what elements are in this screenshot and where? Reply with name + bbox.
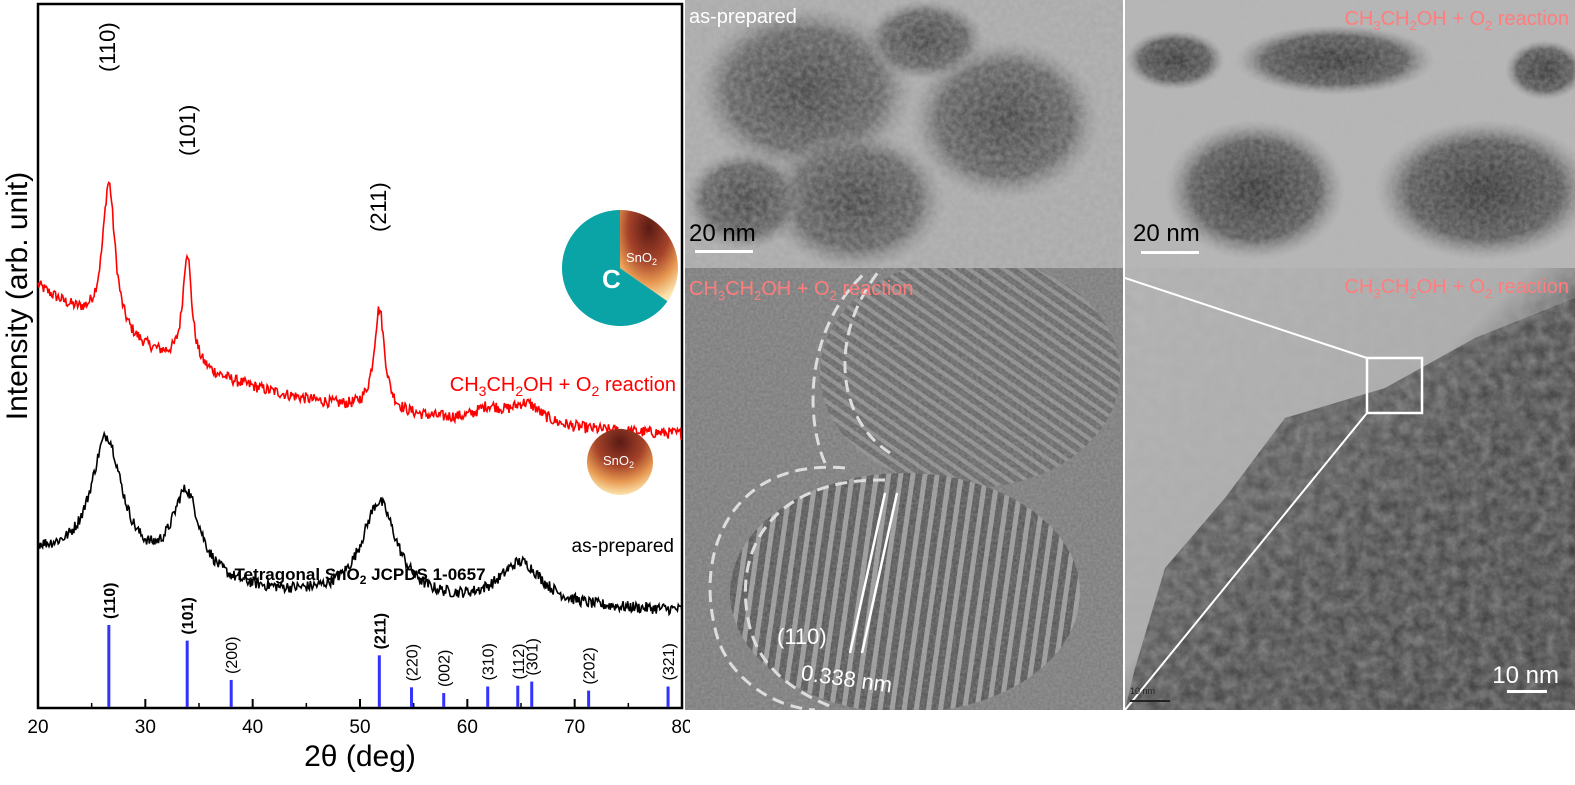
reference-label: (112) <box>511 644 528 680</box>
series-label-reaction: CH3CH2OH + O2 reaction <box>450 374 676 399</box>
xrd-chart: 20 30 40 50 60 70 80 2θ (deg) Intensity (arb. un… <box>1 2 690 773</box>
reference-label: (220) <box>405 644 422 681</box>
tem-panel-as-prepared: as-prepared 20 nm <box>685 0 1123 268</box>
reference-label: (200) <box>224 637 241 674</box>
x-tick-label: 60 <box>457 717 478 738</box>
series-label-as-prepared: as-prepared <box>572 536 674 557</box>
carbon-sno2-pie-icon: C SnO2 <box>562 210 678 326</box>
reference-label: (101) <box>180 597 197 634</box>
peak-label: (101) <box>175 105 200 156</box>
sno2-ball <box>587 429 653 495</box>
lattice-plane-label: (110) <box>777 624 827 649</box>
series-line-reaction <box>37 181 683 441</box>
x-tick-label: 40 <box>242 717 263 738</box>
scale-bar-label-tiny: 10 nm <box>1130 686 1156 696</box>
tem-image-reaction-low <box>1125 0 1575 268</box>
tem-image-hrtem <box>685 268 1123 710</box>
reference-title: Tetragonal SnO2 JCPDS 1-0657 <box>234 565 485 587</box>
scale-bar-20nm <box>695 250 753 253</box>
peak-label: (110) <box>95 22 120 72</box>
sno2-wedge <box>620 210 678 302</box>
x-axis-label: 2θ (deg) <box>304 740 416 773</box>
peak-label: (211) <box>366 182 391 232</box>
plot-frame <box>36 2 684 710</box>
sno2-particle-icon: SnO2 <box>587 429 653 495</box>
tem-label-as-prepared: as-prepared <box>689 6 797 28</box>
y-axis-label: Intensity (arb. unit) <box>1 172 34 420</box>
x-tick-label: 30 <box>135 717 156 738</box>
reference-label: (301) <box>525 638 542 675</box>
tem-image-reaction-high <box>1125 268 1575 710</box>
x-tick-label: 50 <box>349 717 370 738</box>
scale-bar-20nm-b <box>1141 251 1199 254</box>
carbon-label: C <box>602 264 621 294</box>
tem-panel-reaction-high: CH3CH2OH + O2 reaction 10 nm 10 nm <box>1125 268 1575 710</box>
scale-bar-label-10nm: 10 nm <box>1492 662 1559 689</box>
tem-image-as-prepared <box>685 0 1123 268</box>
reference-label: (310) <box>481 643 498 680</box>
tem-panel-reaction-low: CH3CH2OH + O2 reaction 20 nm <box>1125 0 1575 268</box>
reference-label: (202) <box>582 647 599 684</box>
scale-bar-10nm <box>1507 690 1547 693</box>
reference-label: (002) <box>437 650 454 687</box>
scale-bar-label-20nm-b: 20 nm <box>1133 220 1200 247</box>
reference-label: (211) <box>372 613 389 649</box>
tem-panel-hrtem: CH3CH2OH + O2 reaction (110) 0.338 nm <box>685 268 1123 710</box>
tem-label-hrtem: CH3CH2OH + O2 reaction <box>689 278 914 303</box>
sno2-ball-label: SnO2 <box>603 453 634 470</box>
scale-bar-label-20nm: 20 nm <box>689 220 756 247</box>
reference-label: (110) <box>102 583 119 619</box>
x-tick-label: 70 <box>564 717 585 738</box>
tem-label-reaction-low: CH3CH2OH + O2 reaction <box>1344 8 1569 33</box>
sno2-pie-label: SnO2 <box>626 250 657 267</box>
scale-bar-tiny <box>1130 700 1170 702</box>
x-tick-label: 20 <box>27 717 48 738</box>
series-line-as-prepared <box>37 430 683 617</box>
reference-label: (321) <box>661 643 678 680</box>
carbon-wedge <box>562 210 668 326</box>
x-tick-label: 80 <box>671 717 690 738</box>
tem-label-reaction-high: CH3CH2OH + O2 reaction <box>1344 276 1569 301</box>
